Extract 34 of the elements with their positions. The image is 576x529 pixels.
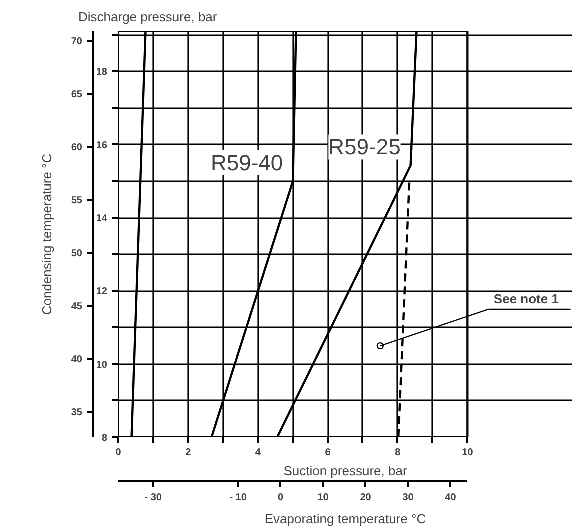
y-tick-label: 10	[96, 360, 108, 371]
x2-tick-label: - 30	[144, 492, 162, 504]
x-axis-title: Suction pressure, bar	[284, 464, 408, 478]
y-tick-label: 8	[102, 433, 108, 444]
y-tick-label: 18	[96, 67, 108, 78]
y2-tick-label: 50	[71, 248, 83, 260]
x-tick-label: 0	[116, 448, 122, 458]
series-label: R59-40	[210, 150, 284, 176]
y-tick-label: 12	[96, 286, 108, 298]
y2-tick-label: 55	[71, 196, 83, 207]
x2-tick-label: 30	[402, 492, 414, 504]
x2-tick-label: - 10	[230, 492, 248, 504]
x2-tick-label: 0	[278, 492, 284, 504]
y2-tick-label: 40	[71, 354, 83, 366]
x-tick-label: 2	[186, 448, 192, 458]
y2-tick-label: 70	[71, 36, 83, 48]
x-tick-label: 8	[395, 448, 402, 458]
x2-tick-label: 40	[445, 492, 457, 504]
x2-tick-label: 20	[360, 492, 372, 504]
y2-tick-label: 45	[71, 302, 83, 313]
x-tick-label: 6	[325, 448, 332, 458]
x2-tick-label: 10	[318, 492, 330, 504]
y2-axis-title: Condensing temperature °C	[39, 154, 54, 316]
y-tick-label: 16	[96, 140, 108, 152]
y2-tick-label: 35	[71, 408, 83, 419]
y-axis-title: Discharge pressure, bar	[78, 10, 218, 24]
x2-axis-title: Evaporating temperature °C	[264, 512, 426, 526]
y-tick-label: 14	[96, 214, 108, 225]
annotation: See note 1	[494, 291, 559, 306]
x-tick-label: 10	[462, 448, 474, 458]
y2-tick-label: 65	[71, 90, 83, 101]
x-tick-label: 4	[255, 448, 262, 458]
series-label: R59-25	[328, 134, 401, 160]
y2-tick-label: 60	[71, 142, 83, 154]
